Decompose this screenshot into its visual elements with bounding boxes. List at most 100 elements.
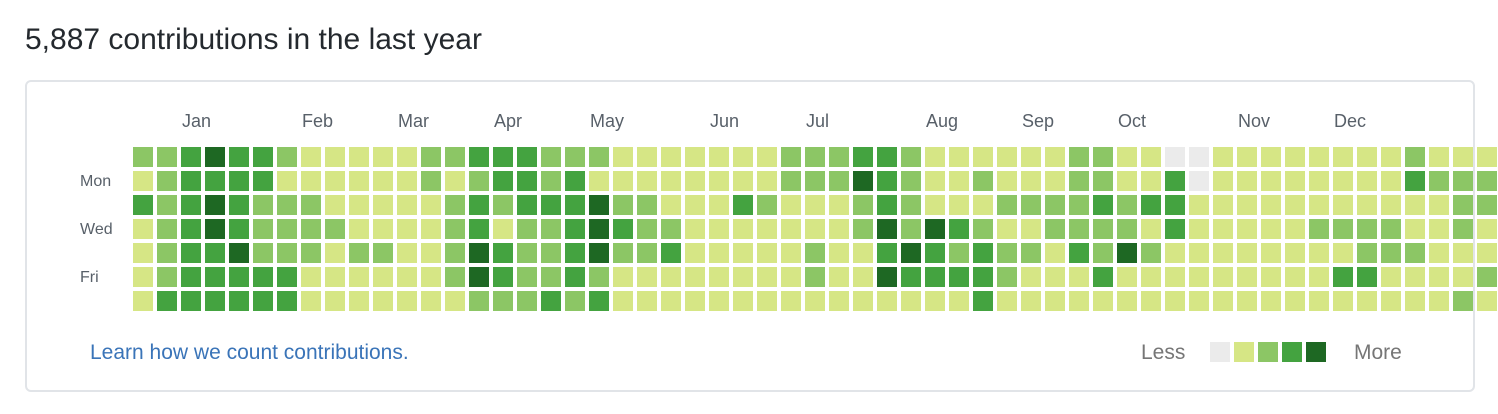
contribution-day-cell-tue[interactable] [1333, 195, 1353, 215]
contribution-day-cell-sat[interactable] [1477, 291, 1497, 311]
contribution-day-cell-tue[interactable] [325, 195, 345, 215]
contribution-day-cell-sun[interactable] [733, 147, 753, 167]
contribution-day-cell-sun[interactable] [709, 147, 729, 167]
contribution-day-cell-thu[interactable] [277, 243, 297, 263]
contribution-day-cell-mon[interactable] [1213, 171, 1233, 191]
contribution-day-cell-tue[interactable] [565, 195, 585, 215]
contribution-day-cell-tue[interactable] [1165, 195, 1185, 215]
contribution-day-cell-fri[interactable] [1045, 267, 1065, 287]
contribution-day-cell-wed[interactable] [493, 219, 513, 239]
contribution-day-cell-sat[interactable] [181, 291, 201, 311]
contribution-day-cell-wed[interactable] [397, 219, 417, 239]
contribution-day-cell-sat[interactable] [613, 291, 633, 311]
contribution-day-cell-sat[interactable] [205, 291, 225, 311]
contribution-day-cell-sun[interactable] [1405, 147, 1425, 167]
contribution-day-cell-mon[interactable] [181, 171, 201, 191]
contribution-day-cell-thu[interactable] [301, 243, 321, 263]
contribution-day-cell-mon[interactable] [997, 171, 1017, 191]
contribution-day-cell-wed[interactable] [373, 219, 393, 239]
contribution-day-cell-wed[interactable] [877, 219, 897, 239]
contribution-day-cell-thu[interactable] [1141, 243, 1161, 263]
contribution-day-cell-sat[interactable] [517, 291, 537, 311]
contribution-day-cell-mon[interactable] [709, 171, 729, 191]
contribution-day-cell-fri[interactable] [469, 267, 489, 287]
contribution-day-cell-mon[interactable] [157, 171, 177, 191]
contribution-day-cell-sun[interactable] [901, 147, 921, 167]
contribution-day-cell-wed[interactable] [565, 219, 585, 239]
contribution-day-cell-wed[interactable] [469, 219, 489, 239]
contribution-day-cell-mon[interactable] [805, 171, 825, 191]
contribution-day-cell-sat[interactable] [445, 291, 465, 311]
contribution-day-cell-sun[interactable] [1069, 147, 1089, 167]
contribution-day-cell-wed[interactable] [1333, 219, 1353, 239]
contribution-day-cell-wed[interactable] [1237, 219, 1257, 239]
contribution-day-cell-sat[interactable] [421, 291, 441, 311]
contribution-day-cell-tue[interactable] [1237, 195, 1257, 215]
contribution-day-cell-wed[interactable] [325, 219, 345, 239]
contribution-day-cell-wed[interactable] [1117, 219, 1137, 239]
contribution-day-cell-sat[interactable] [1141, 291, 1161, 311]
contribution-day-cell-tue[interactable] [1189, 195, 1209, 215]
contribution-day-cell-wed[interactable] [229, 219, 249, 239]
contribution-day-cell-sun[interactable] [397, 147, 417, 167]
contribution-day-cell-tue[interactable] [1381, 195, 1401, 215]
contribution-day-cell-wed[interactable] [349, 219, 369, 239]
contribution-day-cell-sun[interactable] [517, 147, 537, 167]
contribution-day-cell-sat[interactable] [133, 291, 153, 311]
contribution-day-cell-sun[interactable] [493, 147, 513, 167]
contribution-day-cell-tue[interactable] [589, 195, 609, 215]
contribution-day-cell-mon[interactable] [517, 171, 537, 191]
contribution-day-cell-sun[interactable] [1237, 147, 1257, 167]
contribution-day-cell-sat[interactable] [541, 291, 561, 311]
contribution-day-cell-thu[interactable] [253, 243, 273, 263]
contribution-day-cell-fri[interactable] [229, 267, 249, 287]
contribution-day-cell-wed[interactable] [613, 219, 633, 239]
contribution-day-cell-tue[interactable] [685, 195, 705, 215]
contribution-day-cell-mon[interactable] [469, 171, 489, 191]
contribution-day-cell-mon[interactable] [373, 171, 393, 191]
contribution-day-cell-sat[interactable] [1093, 291, 1113, 311]
contribution-day-cell-sat[interactable] [565, 291, 585, 311]
contribution-day-cell-mon[interactable] [421, 171, 441, 191]
contribution-day-cell-tue[interactable] [1405, 195, 1425, 215]
contribution-day-cell-thu[interactable] [637, 243, 657, 263]
contribution-day-cell-sat[interactable] [1165, 291, 1185, 311]
contribution-day-cell-wed[interactable] [1309, 219, 1329, 239]
contribution-day-cell-wed[interactable] [205, 219, 225, 239]
contribution-day-cell-thu[interactable] [397, 243, 417, 263]
contribution-day-cell-sat[interactable] [157, 291, 177, 311]
contribution-day-cell-thu[interactable] [205, 243, 225, 263]
contribution-day-cell-sun[interactable] [541, 147, 561, 167]
contribution-day-cell-wed[interactable] [1477, 219, 1497, 239]
contribution-day-cell-thu[interactable] [901, 243, 921, 263]
contribution-day-cell-fri[interactable] [973, 267, 993, 287]
contribution-day-cell-tue[interactable] [1429, 195, 1449, 215]
contribution-day-cell-sat[interactable] [685, 291, 705, 311]
contribution-day-cell-wed[interactable] [1189, 219, 1209, 239]
contribution-day-cell-thu[interactable] [733, 243, 753, 263]
contribution-day-cell-sun[interactable] [805, 147, 825, 167]
contribution-day-cell-fri[interactable] [877, 267, 897, 287]
contribution-day-cell-sat[interactable] [829, 291, 849, 311]
contribution-day-cell-sat[interactable] [757, 291, 777, 311]
contribution-day-cell-mon[interactable] [541, 171, 561, 191]
contribution-day-cell-fri[interactable] [1069, 267, 1089, 287]
contribution-day-cell-sat[interactable] [349, 291, 369, 311]
contribution-day-cell-thu[interactable] [1237, 243, 1257, 263]
contribution-day-cell-fri[interactable] [1357, 267, 1377, 287]
contribution-day-cell-sun[interactable] [325, 147, 345, 167]
contribution-day-cell-thu[interactable] [181, 243, 201, 263]
contribution-day-cell-tue[interactable] [1141, 195, 1161, 215]
contribution-day-cell-fri[interactable] [1477, 267, 1497, 287]
contribution-day-cell-mon[interactable] [445, 171, 465, 191]
contribution-day-cell-mon[interactable] [1333, 171, 1353, 191]
contribution-day-cell-sun[interactable] [157, 147, 177, 167]
contribution-day-cell-fri[interactable] [1405, 267, 1425, 287]
contribution-day-cell-fri[interactable] [1093, 267, 1113, 287]
contribution-day-cell-sun[interactable] [1165, 147, 1185, 167]
contribution-day-cell-sun[interactable] [349, 147, 369, 167]
contribution-day-cell-tue[interactable] [1357, 195, 1377, 215]
contribution-day-cell-fri[interactable] [133, 267, 153, 287]
contribution-day-cell-mon[interactable] [973, 171, 993, 191]
contribution-day-cell-tue[interactable] [637, 195, 657, 215]
